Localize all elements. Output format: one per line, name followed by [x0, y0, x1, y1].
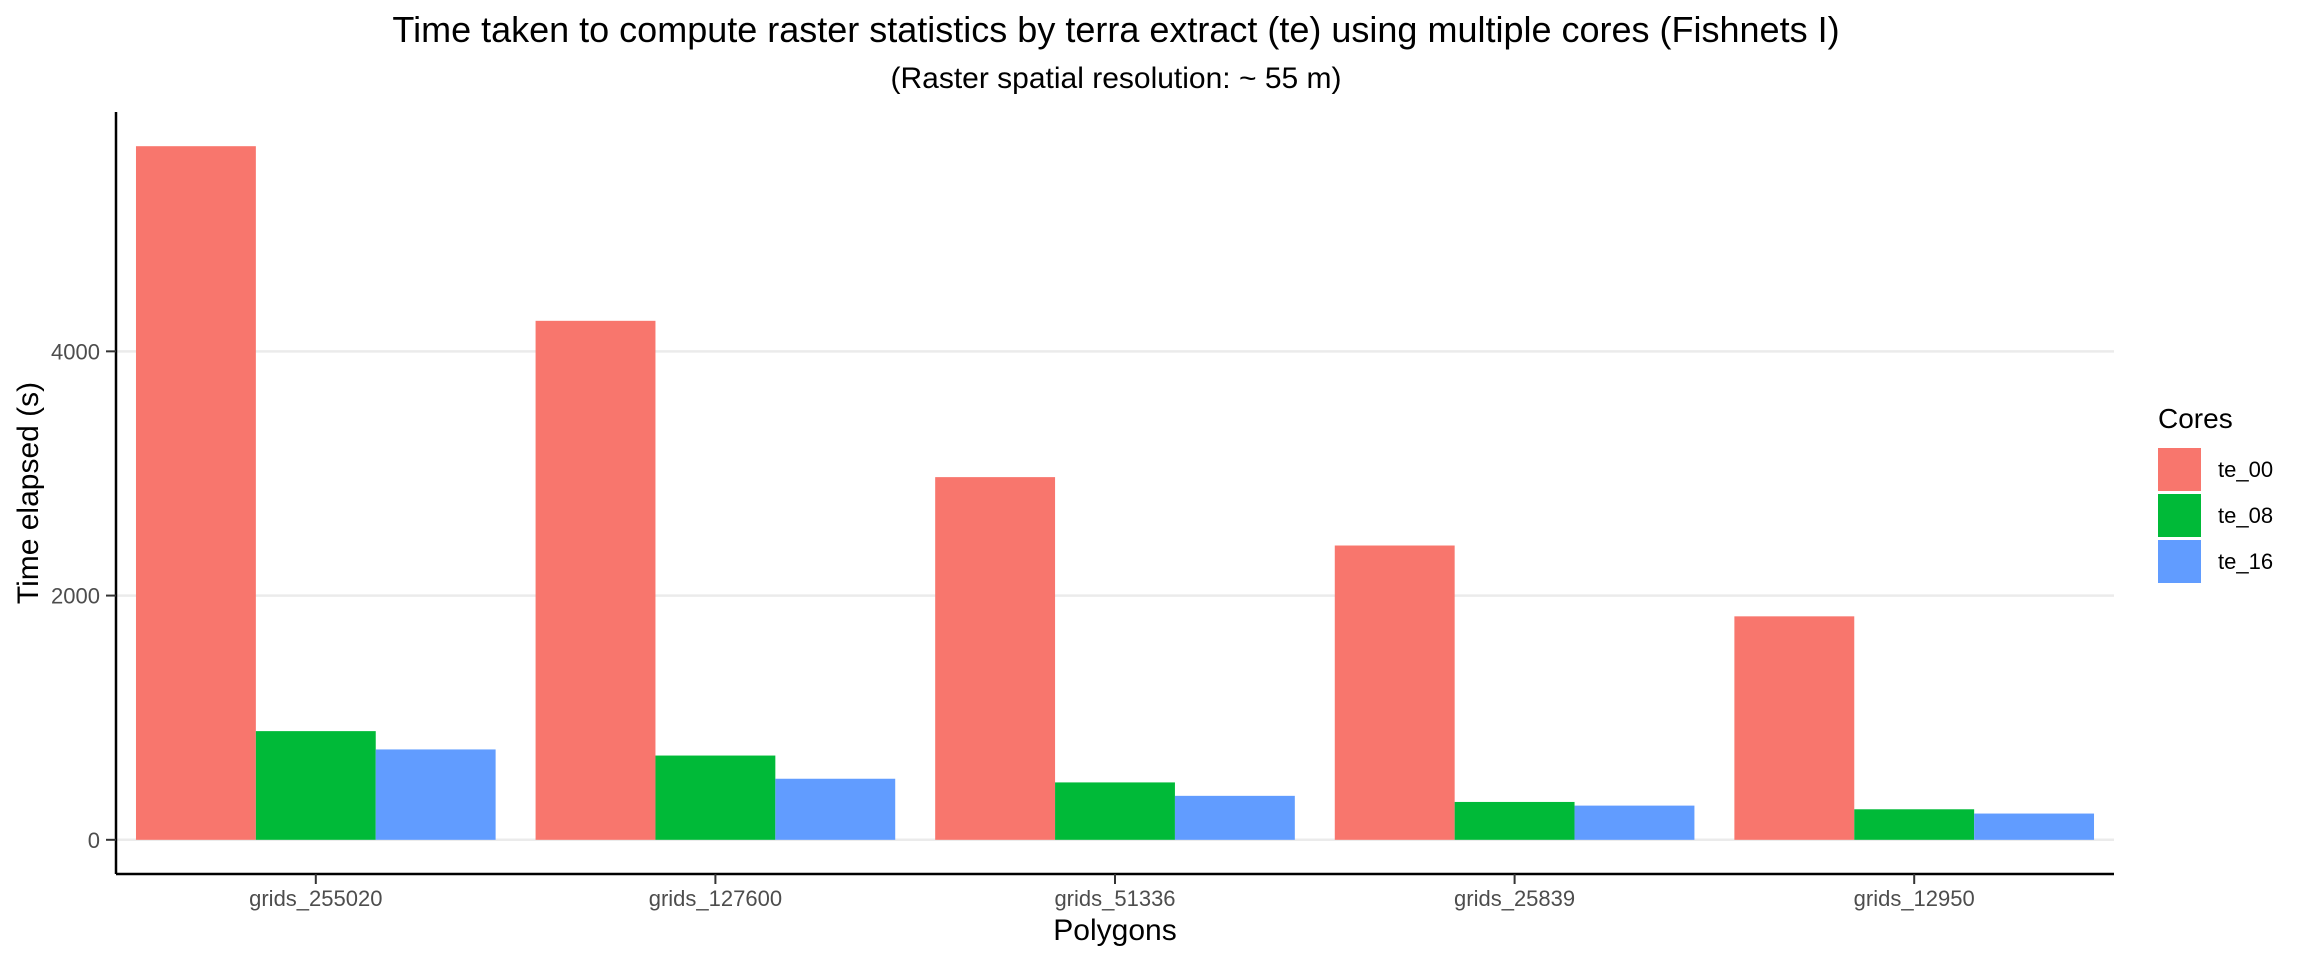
x-tick-label: grids_51336: [1054, 886, 1175, 911]
y-axis-title: Time elapsed (s): [12, 382, 45, 604]
x-axis-title: Polygons: [1053, 914, 1176, 947]
x-tick-label: grids_127600: [649, 886, 782, 911]
bar-te_16: [775, 778, 896, 840]
y-ticks: 0 2000 4000: [51, 339, 116, 853]
legend-title: Cores: [2158, 403, 2233, 434]
bar-te_00: [1334, 545, 1455, 840]
bar-te_00: [935, 477, 1056, 840]
bar-te_08: [1854, 809, 1975, 840]
x-tick-label: grids_25839: [1454, 886, 1575, 911]
chart-subtitle: (Raster spatial resolution: ~ 55 m): [890, 62, 1341, 95]
bar-te_00: [535, 320, 656, 840]
bar-te_08: [655, 755, 776, 840]
bars: [135, 146, 2095, 840]
y-tick-label: 4000: [51, 339, 100, 364]
bar-te_00: [1734, 616, 1855, 840]
legend-label-te_00: te_00: [2218, 457, 2273, 482]
y-tick-label: 0: [88, 828, 100, 853]
legend-swatch-te_00: [2158, 448, 2201, 491]
chart-title: Time taken to compute raster statistics …: [392, 9, 1839, 50]
bar-te_16: [375, 749, 496, 840]
legend-label-te_08: te_08: [2218, 503, 2273, 528]
x-tick-label: grids_255020: [249, 886, 382, 911]
legend-label-te_16: te_16: [2218, 549, 2273, 574]
bar-te_16: [1974, 813, 2095, 840]
bar-te_08: [255, 731, 376, 840]
bar-te_08: [1055, 782, 1175, 840]
bar-te_08: [1454, 801, 1575, 840]
legend-swatch-te_16: [2158, 540, 2201, 583]
bar-te_16: [1174, 795, 1295, 840]
bar-te_16: [1574, 805, 1695, 840]
x-ticks: grids_255020 grids_127600 grids_51336 grids…: [249, 874, 1975, 911]
y-tick-label: 2000: [51, 584, 100, 609]
legend: Cores te_00 te_08 te_16: [2158, 403, 2273, 583]
bar-te_00: [135, 146, 256, 840]
legend-swatch-te_08: [2158, 494, 2201, 537]
x-tick-label: grids_12950: [1854, 886, 1975, 911]
